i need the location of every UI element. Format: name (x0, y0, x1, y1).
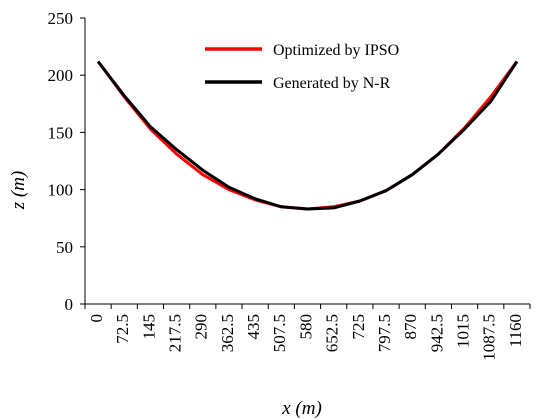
x-tick-label: 145 (139, 314, 158, 340)
x-tick-label: 1087.5 (480, 314, 499, 361)
x-tick-label: 435 (244, 314, 263, 340)
x-tick-label: 72.5 (113, 314, 132, 344)
y-tick-label: 250 (48, 9, 74, 28)
y-tick-label: 0 (65, 295, 74, 314)
x-axis: 0 72.5 145 217.5 290 362.5 435 507.5 580 652.5 725… (84, 303, 531, 361)
x-tick-label: 725 (349, 314, 368, 340)
x-tick-label: 580 (296, 314, 315, 340)
y-tick-label: 50 (56, 238, 73, 257)
legend: Optimized by IPSO Generated by N-R (205, 42, 399, 92)
x-tick-label: 1160 (506, 314, 525, 347)
y-axis-label: z (m) (8, 171, 29, 211)
y-tick-label: 150 (48, 123, 74, 142)
x-axis-label: x (m) (281, 398, 322, 418)
x-tick-label: 652.5 (323, 314, 342, 352)
y-tick-label: 100 (48, 181, 74, 200)
series-line-nr (96, 60, 519, 211)
x-tick-label: 290 (192, 314, 211, 340)
legend-label-ipso: Optimized by IPSO (273, 42, 399, 59)
x-tick-label: 797.5 (375, 314, 394, 352)
x-tick-label: 507.5 (270, 314, 289, 352)
x-tick-label: 870 (401, 314, 420, 340)
y-axis: 0 50 100 150 200 250 (48, 9, 86, 314)
x-tick-label: 942.5 (427, 314, 446, 352)
x-tick-label: 362.5 (218, 314, 237, 352)
x-tick-label: 1015 (453, 314, 472, 348)
legend-label-nr: Generated by N-R (273, 75, 391, 92)
y-tick-label: 200 (48, 66, 74, 85)
x-tick-label: 217.5 (166, 314, 185, 352)
x-tick-label: 0 (87, 314, 106, 323)
series-lines (96, 60, 519, 211)
